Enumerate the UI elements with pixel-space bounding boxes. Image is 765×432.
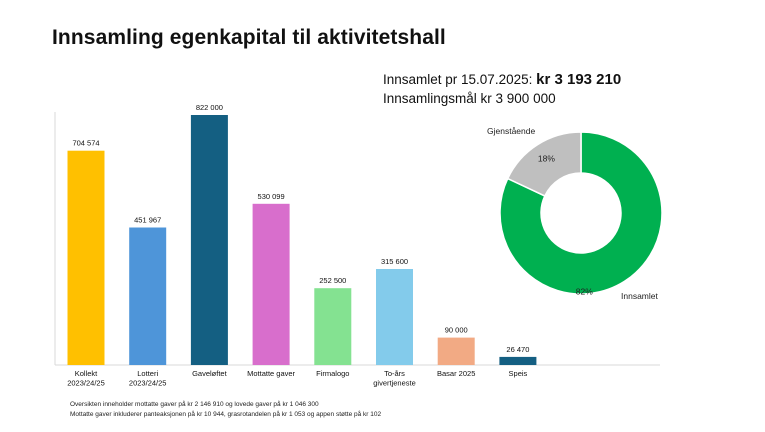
- chart-title: Innsamling egenkapital til aktivitetshal…: [52, 26, 446, 49]
- donut-label-innsamlet: Innsamlet: [621, 291, 658, 301]
- bar-1: [129, 227, 167, 365]
- footnote-1: Oversikten inneholder mottatte gaver på …: [70, 401, 319, 408]
- raised-line: Innsamlet pr 15.07.2025: kr 3 193 210: [383, 70, 621, 89]
- category-label-2: Gaveløftet: [192, 369, 228, 378]
- footnotes: Oversikten inneholder mottatte gaver på …: [70, 400, 381, 419]
- bar-0: [67, 150, 105, 365]
- bar-value-label-1: 451 967: [134, 216, 161, 225]
- raised-label: Innsamlet pr 15.07.2025:: [383, 72, 533, 87]
- fundraising-summary: Innsamlet pr 15.07.2025: kr 3 193 210 In…: [383, 70, 621, 108]
- bar-2: [190, 115, 228, 365]
- bar-value-label-4: 252 500: [319, 276, 346, 285]
- category-label-3: Mottatte gaver: [247, 369, 295, 378]
- category-label-1: Lotteri 2023/24/25: [129, 369, 167, 388]
- bar-value-label-2: 822 000: [196, 103, 223, 112]
- donut-percent-0: 82%: [576, 286, 593, 296]
- category-label-5: To-års givertjeneste: [373, 369, 416, 388]
- goal-text: Innsamlingsmål kr 3 900 000: [383, 91, 556, 106]
- category-label-4: Firmalogo: [316, 369, 349, 378]
- bar-6: [437, 337, 475, 365]
- bar-5: [376, 269, 413, 365]
- category-label-7: Speis: [509, 369, 528, 378]
- bar-series: 704 574 Kollekt 2023/24/25 451 967 Lotteri 20…: [67, 103, 537, 388]
- bar-value-label-6: 90 000: [445, 326, 468, 335]
- bar-value-label-7: 26 470: [506, 345, 529, 354]
- bar-3: [252, 203, 290, 365]
- category-label-0: Kollekt 2023/24/25: [67, 369, 105, 388]
- bar-4: [314, 288, 352, 365]
- bar-value-label-5: 315 600: [381, 257, 408, 266]
- bar-7: [499, 356, 537, 365]
- donut-percent-1: 18%: [538, 154, 555, 164]
- donut-label-gjenstaende: Gjenstående: [487, 126, 535, 136]
- raised-amount: kr 3 193 210: [536, 71, 622, 88]
- footnote-2: Mottatte gaver inkluderer panteaksjonen …: [70, 410, 382, 418]
- donut-slice-innsamlet: [499, 131, 663, 295]
- donut-chart: 82% 18% Innsamlet Gjenstående: [487, 126, 663, 301]
- bar-value-label-0: 704 574: [72, 139, 99, 148]
- bar-value-label-3: 530 099: [258, 192, 285, 201]
- donut-slice-gjenstående: [506, 131, 582, 197]
- category-label-6: Basar 2025: [437, 369, 475, 378]
